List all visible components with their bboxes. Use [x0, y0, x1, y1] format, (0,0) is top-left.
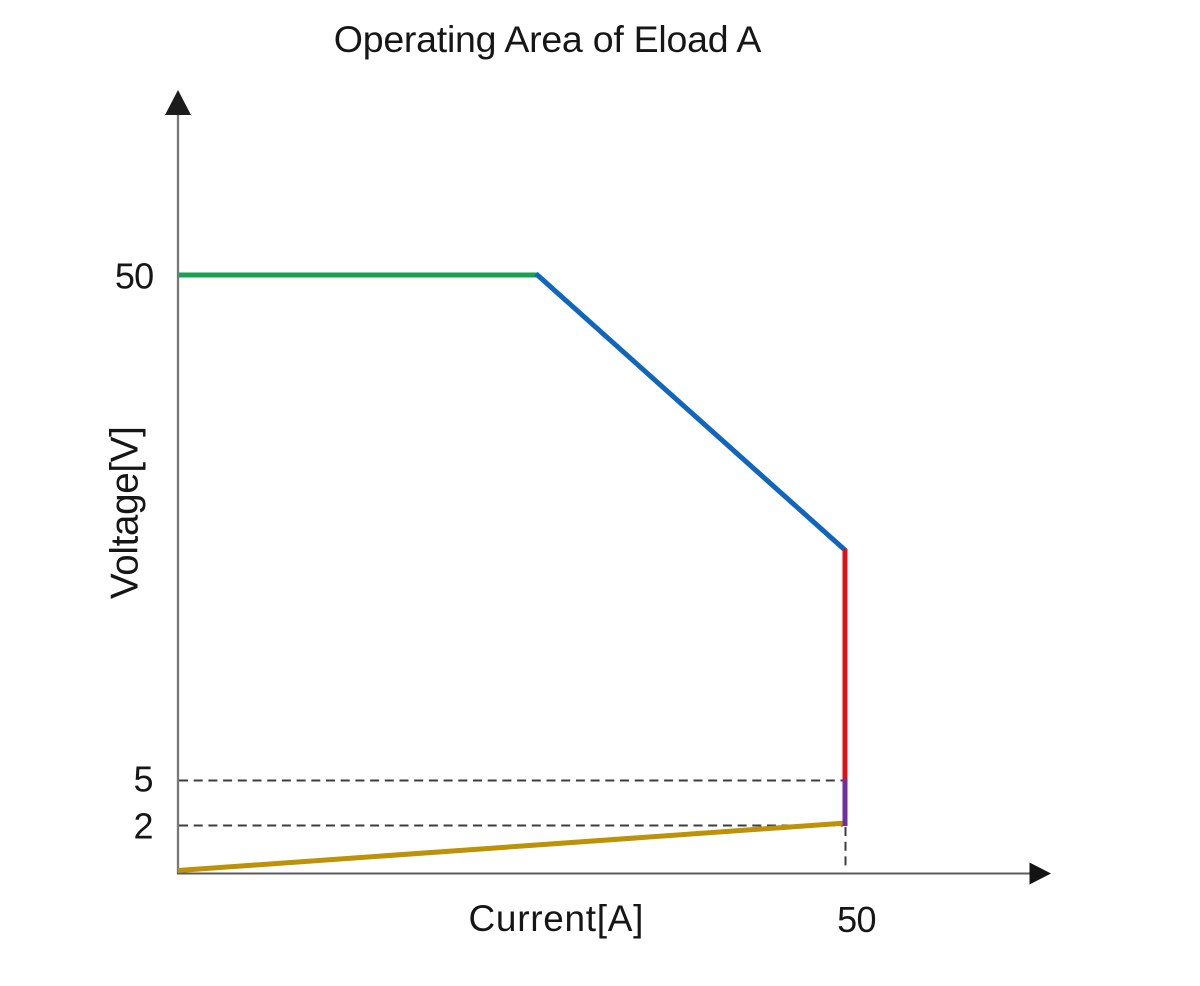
svg-text:50: 50 — [837, 899, 876, 940]
svg-text:5: 5 — [133, 759, 153, 800]
svg-text:50: 50 — [115, 256, 154, 297]
svg-text:Operating Area of Eload A: Operating Area of Eload A — [334, 18, 762, 60]
svg-text:Current[A]: Current[A] — [469, 898, 645, 939]
svg-text:Voltage[V]: Voltage[V] — [104, 426, 147, 599]
svg-text:2: 2 — [133, 806, 153, 847]
